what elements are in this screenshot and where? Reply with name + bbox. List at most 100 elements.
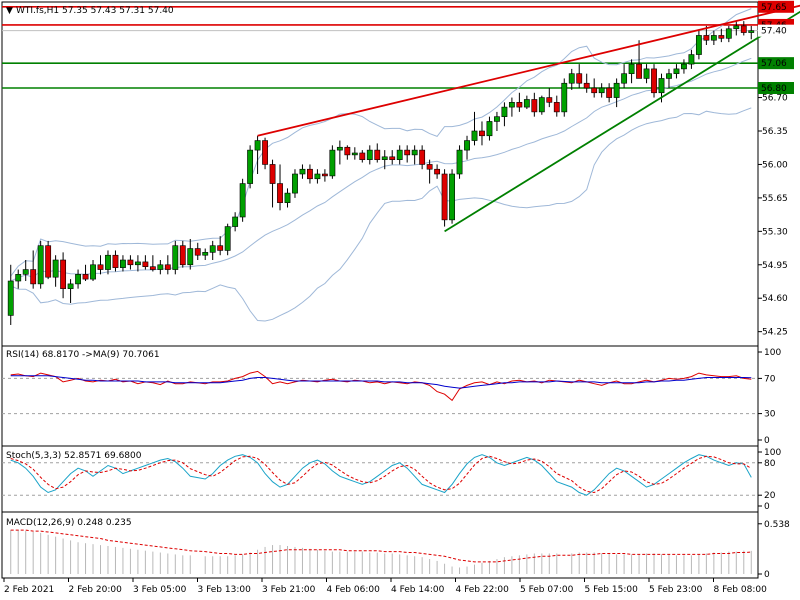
candle [688,49,695,69]
time-tick-label: 4 Feb 22:00 [456,585,510,595]
macd-panel-title: MACD(12,26,9) 0.248 0.235 [6,518,132,528]
candle [179,240,186,268]
candle [22,260,29,282]
candle-body [202,252,209,256]
candle-body [277,183,283,203]
candle-body [710,35,717,41]
candle [583,73,590,93]
candle [381,150,388,170]
candle [112,250,119,272]
macd-signal [10,529,752,563]
candle [172,240,179,275]
candle-body [307,168,313,180]
candle [710,30,717,45]
osc-tick-label: 100 [764,448,781,458]
candle-body [120,259,126,268]
candle-body [561,82,568,113]
candle-body [449,173,455,221]
candle [366,145,373,165]
candle-body [703,35,710,41]
price-tick-label: 54.95 [762,261,788,271]
band-upper [10,8,752,277]
candle-body [531,99,538,113]
candle [576,64,583,88]
candle-body [389,156,396,160]
candle-body [516,102,523,108]
candle-body [299,168,306,175]
candle-body [75,274,81,285]
candle-body [538,97,545,113]
candle [202,248,209,260]
candle-body [636,63,642,79]
osc-tick-label: 80 [764,459,776,469]
candle-body [733,25,740,30]
candle [105,250,111,275]
candle [52,255,59,287]
candle-body [688,54,695,65]
price-panel-title: WTI.fs,H1 57.35 57.43 57.31 57.40 [16,6,174,16]
candle [464,135,470,160]
candle-body [681,63,687,70]
candle [643,64,650,84]
candle [209,240,216,260]
band-lower [10,107,752,322]
candle-body [486,121,493,137]
price-label-box [758,82,794,94]
candle-body [224,226,231,251]
candle-body [30,269,37,285]
candle [531,92,538,117]
candle-body [105,254,111,270]
candle [508,97,515,117]
price-label-box [758,57,794,70]
candle [351,147,358,160]
candle-body [157,264,164,270]
candle-body [149,266,156,270]
candle-body [666,73,672,79]
candle-body [336,146,343,151]
candle [553,95,560,117]
candle [606,83,613,103]
candle [30,250,37,289]
time-tick-label: 4 Feb 14:00 [391,585,445,595]
osc-line-signal [10,455,752,494]
candle [449,169,455,224]
time-tick-label: 2 Feb 2021 [4,585,54,595]
trend-line [257,4,800,137]
osc-tick-label: 0 [764,502,770,512]
osc-line-ma [10,375,752,389]
candle [486,116,493,141]
candle [636,40,642,79]
candle [90,260,96,282]
candle-body [127,259,134,266]
time-axis: 2 Feb 2021 2 Feb 20:00 3 Feb 05:00 3 Feb 13… [3,578,767,595]
candle-body [209,245,216,253]
candle-body [269,164,276,184]
candle-body [239,183,246,218]
candle [546,88,553,108]
candle [404,145,411,163]
price-tick-label: 56.35 [762,127,788,137]
candle-body [314,173,321,180]
candle-body [366,149,373,160]
candle [134,255,141,272]
candle-body [187,248,194,266]
candle [149,255,156,272]
candle [426,159,433,184]
candle [374,143,381,163]
candle [733,21,740,36]
price-label: 57.06 [761,59,787,69]
candle [396,145,403,165]
time-tick-label: 3 Feb 05:00 [133,585,187,595]
candle [45,240,52,280]
macd-tick-label: 0 [764,570,770,580]
candle-body [351,152,358,156]
candle [725,25,732,43]
time-tick-label: 3 Feb 21:00 [262,585,316,595]
candle [538,95,545,115]
time-tick-label: 4 Feb 06:00 [327,585,381,595]
price-tick-label: 55.30 [762,227,788,237]
macd-panel: 0.538 0 [1,511,790,580]
candle [307,164,313,184]
candle-body [374,149,381,160]
